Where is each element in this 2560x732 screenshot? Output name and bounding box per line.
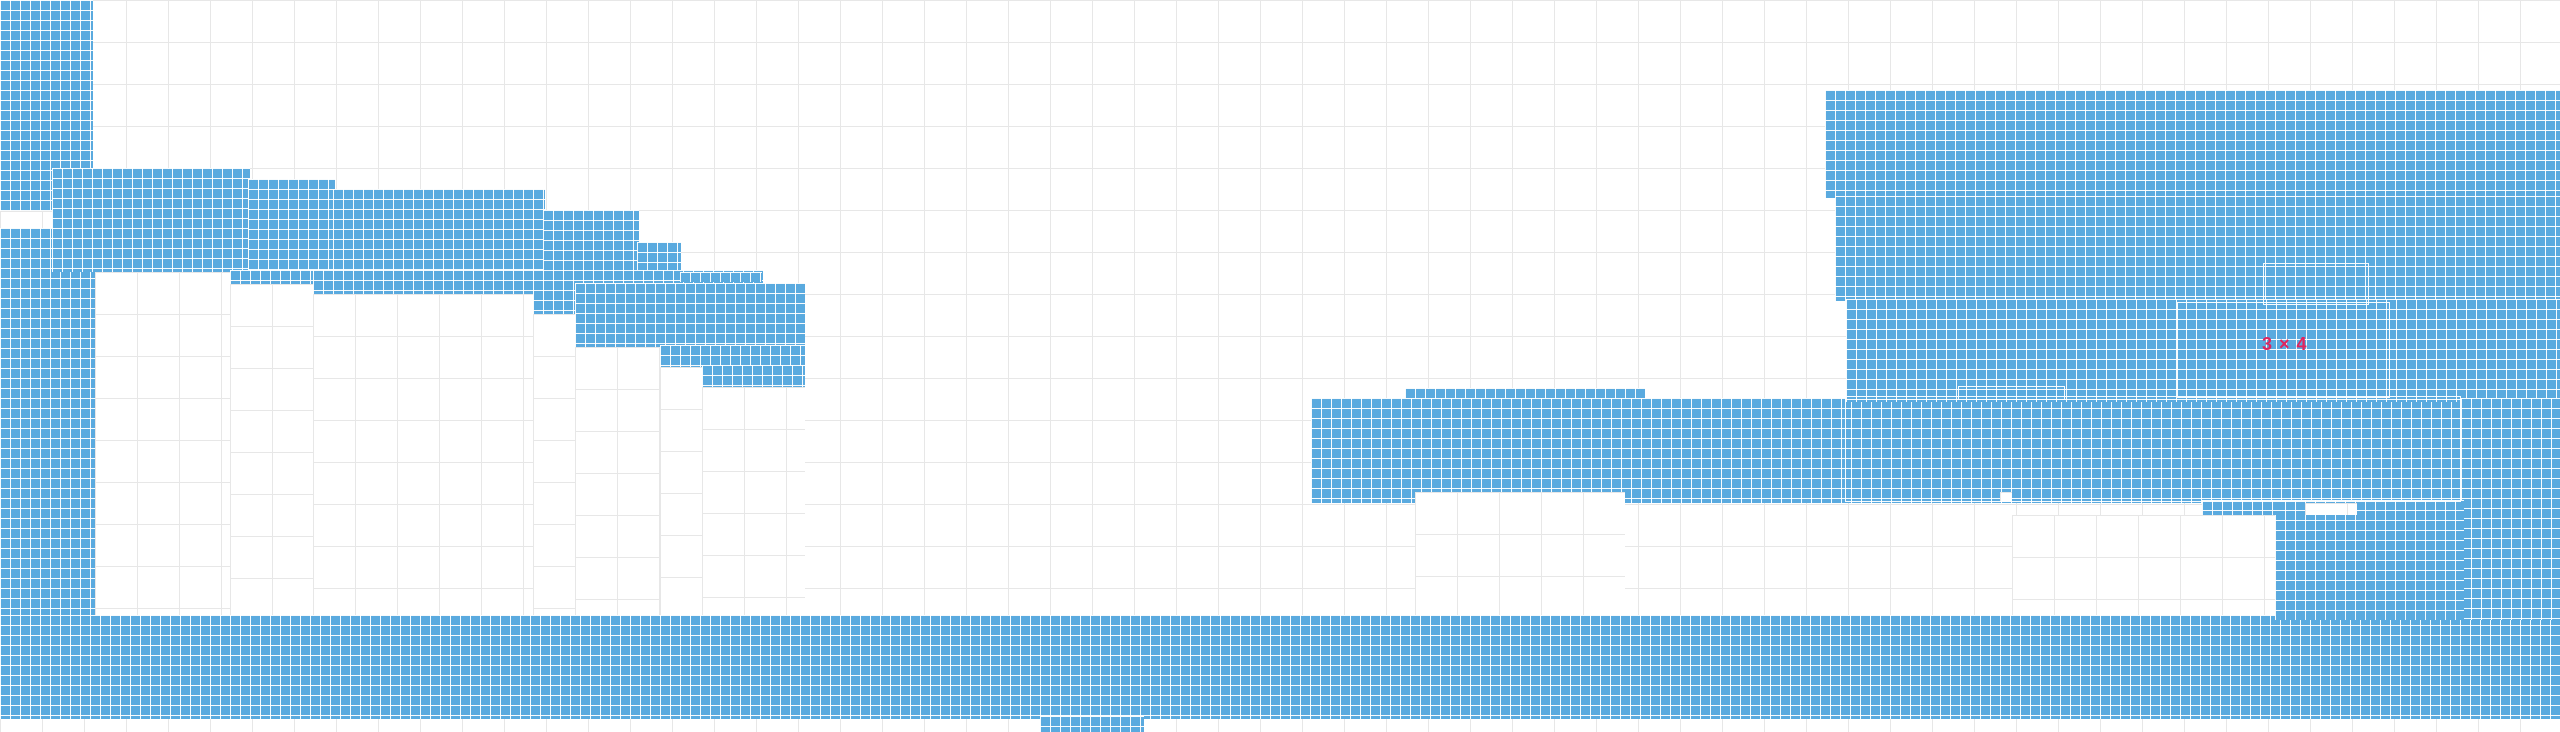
- empty-gap-right-notch: [2305, 503, 2357, 515]
- floor-tile-right-room-mid-2[interactable]: [1846, 299, 2560, 402]
- floor-tile-bottom-band[interactable]: [0, 615, 2560, 719]
- empty-gap-under-band-6: [575, 347, 660, 615]
- floor-tile-right-lower-block[interactable]: [2275, 500, 2464, 620]
- floor-tile-band-under-2[interactable]: [313, 270, 535, 294]
- floor-tile-right-under-step[interactable]: [2202, 500, 2277, 515]
- floor-tile-band-tail-3[interactable]: [702, 365, 805, 387]
- floor-tile-band-step-3[interactable]: [333, 189, 545, 272]
- floor-tile-corridor-top-bump[interactable]: [1405, 388, 1645, 400]
- selection-outline-room-top[interactable]: [2263, 263, 2369, 305]
- empty-gap-right-lower-left: [2012, 515, 2275, 615]
- selection-outline-room-3x4[interactable]: [2177, 302, 2390, 398]
- floor-tile-band-step-1[interactable]: [52, 168, 250, 272]
- floor-tile-right-room-right-column[interactable]: [2461, 398, 2560, 620]
- floor-tile-band-right-block[interactable]: [680, 272, 762, 282]
- floor-tile-band-step-5[interactable]: [637, 242, 681, 272]
- floor-tile-left-column-top[interactable]: [0, 0, 93, 211]
- floor-tile-band-step-4[interactable]: [543, 210, 639, 272]
- empty-gap-under-band-4: [313, 294, 533, 615]
- floor-tile-bottom-notch[interactable]: [1040, 716, 1144, 732]
- floor-tile-band-under-1[interactable]: [230, 270, 315, 284]
- empty-gap-corridor-bottom-1: [1415, 492, 1625, 615]
- selection-outline-corridor-small[interactable]: [1958, 386, 2065, 400]
- empty-gap-under-band-5: [533, 314, 575, 615]
- floor-tile-band-step-2[interactable]: [248, 179, 335, 272]
- empty-gap-under-band-1: [0, 211, 52, 228]
- selection-outline-corridor-right[interactable]: [1845, 396, 2461, 502]
- floor-tile-band-tail-1[interactable]: [575, 283, 805, 347]
- floor-tile-band-tail-2[interactable]: [660, 345, 805, 367]
- room-dimension-label: 3 × 4: [2262, 334, 2308, 354]
- floor-tile-left-column-lower[interactable]: [0, 228, 95, 620]
- floor-tile-right-room-top[interactable]: [1825, 90, 2560, 198]
- empty-gap-under-band-3: [230, 284, 313, 615]
- empty-gap-corridor-bottom-2: [2000, 492, 2012, 502]
- empty-gap-under-band-8: [702, 387, 805, 615]
- empty-gap-under-band-7: [660, 367, 702, 615]
- empty-gap-under-band-2: [95, 272, 230, 615]
- floor-tile-right-room-mid-1[interactable]: [1835, 196, 2560, 301]
- floor-tile-corridor[interactable]: [1311, 398, 2463, 503]
